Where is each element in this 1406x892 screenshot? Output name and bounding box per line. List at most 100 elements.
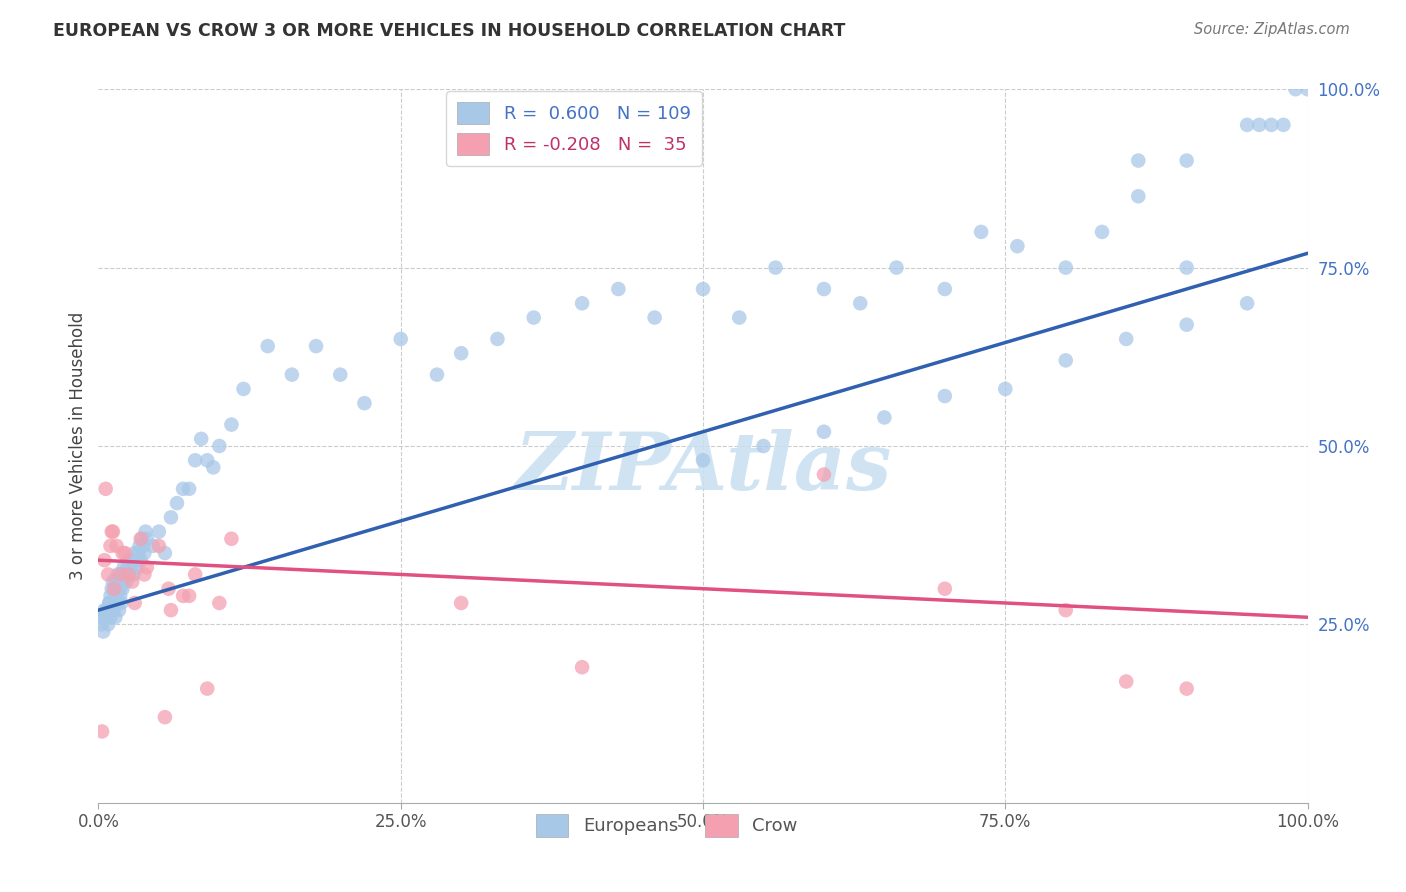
Point (486, 332, 509, 346)
Point (107, 596, 129, 610)
Point (1175, 260, 1198, 275)
Point (1175, 681, 1198, 696)
Point (135, 524, 157, 539)
Point (813, 282, 835, 296)
Point (121, 574, 143, 589)
Point (1284, 82, 1306, 96)
Point (1091, 225, 1114, 239)
Point (104, 589, 127, 603)
Point (104, 610, 127, 624)
Point (100, 582, 122, 596)
Point (208, 439, 231, 453)
Point (131, 532, 153, 546)
Point (103, 582, 125, 596)
Point (934, 282, 956, 296)
Point (1054, 353, 1077, 368)
Point (221, 417, 243, 432)
Point (103, 582, 125, 596)
Point (813, 467, 835, 482)
Point (107, 567, 129, 582)
Point (105, 574, 128, 589)
Point (100, 524, 122, 539)
Point (813, 425, 835, 439)
Point (208, 596, 231, 610)
Point (160, 510, 183, 524)
Point (101, 596, 124, 610)
Point (120, 560, 142, 574)
Point (195, 681, 218, 696)
Point (93, 610, 115, 624)
Point (105, 589, 128, 603)
Point (98, 596, 121, 610)
Point (100, 610, 122, 624)
Point (994, 382, 1017, 396)
Point (886, 260, 908, 275)
Point (153, 710, 176, 724)
Point (108, 574, 131, 589)
Point (135, 532, 157, 546)
Point (728, 310, 751, 325)
Point (93, 603, 115, 617)
Point (644, 310, 666, 325)
Point (94, 482, 117, 496)
Point (148, 524, 170, 539)
Legend: Europeans, Crow: Europeans, Crow (529, 807, 804, 844)
Point (91, 617, 114, 632)
Point (202, 460, 225, 475)
Point (96, 603, 118, 617)
Point (172, 482, 194, 496)
Point (329, 368, 352, 382)
Point (111, 582, 134, 596)
Point (115, 574, 138, 589)
Point (108, 603, 131, 617)
Point (127, 560, 149, 574)
Point (125, 553, 148, 567)
Text: ZIPAtlas: ZIPAtlas (515, 429, 891, 506)
Y-axis label: 3 or more Vehicles in Household: 3 or more Vehicles in Household (69, 312, 87, 580)
Point (1236, 296, 1258, 310)
Point (153, 546, 176, 560)
Point (108, 589, 131, 603)
Point (389, 332, 412, 346)
Point (184, 567, 207, 582)
Point (970, 225, 993, 239)
Point (112, 560, 135, 574)
Point (110, 596, 132, 610)
Point (111, 574, 134, 589)
Point (101, 574, 124, 589)
Point (1128, 153, 1150, 168)
Point (571, 660, 593, 674)
Point (114, 567, 136, 582)
Point (1249, 118, 1271, 132)
Point (110, 567, 132, 582)
Point (108, 567, 131, 582)
Point (571, 296, 593, 310)
Point (184, 453, 207, 467)
Point (118, 567, 141, 582)
Point (1054, 260, 1077, 275)
Point (1128, 189, 1150, 203)
Point (934, 389, 956, 403)
Point (426, 368, 449, 382)
Point (1272, 118, 1295, 132)
Point (114, 546, 136, 560)
Point (1236, 118, 1258, 132)
Point (111, 546, 134, 560)
Point (607, 282, 630, 296)
Point (91, 724, 114, 739)
Point (172, 589, 194, 603)
Point (166, 496, 188, 510)
Point (281, 368, 304, 382)
Point (100, 539, 122, 553)
Point (142, 539, 165, 553)
Point (93, 553, 115, 567)
Point (128, 539, 150, 553)
Point (450, 596, 472, 610)
Point (1054, 603, 1077, 617)
Point (118, 567, 141, 582)
Point (124, 596, 146, 610)
Point (100, 603, 122, 617)
Text: Source: ZipAtlas.com: Source: ZipAtlas.com (1194, 22, 1350, 37)
Point (232, 382, 254, 396)
Point (127, 546, 149, 560)
